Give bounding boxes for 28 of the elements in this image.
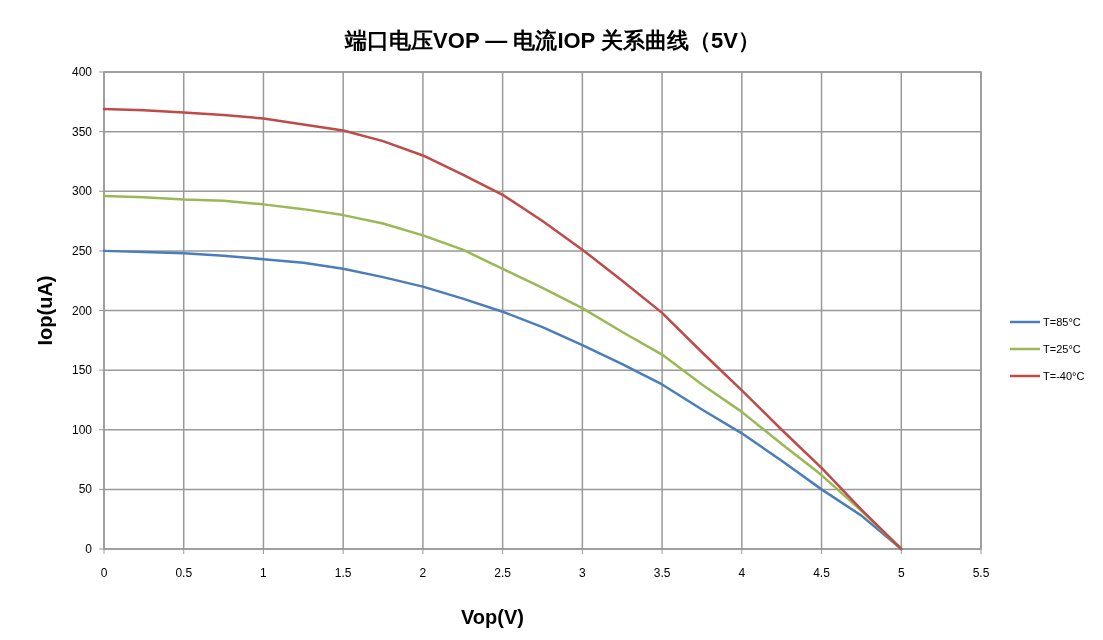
y-tick-label: 50 bbox=[78, 482, 93, 497]
x-tick-label: 2 bbox=[419, 566, 427, 580]
y-tick-label: 100 bbox=[71, 422, 93, 437]
y-tick-label: 200 bbox=[71, 303, 93, 318]
x-tick-label: 0 bbox=[100, 566, 108, 580]
y-tick-label: 150 bbox=[71, 363, 93, 378]
x-tick-label: 3.5 bbox=[653, 566, 671, 580]
x-tick-label: 3 bbox=[579, 566, 587, 580]
x-tick-label: 5.5 bbox=[972, 566, 990, 580]
x-tick-label: 0.5 bbox=[175, 566, 193, 580]
x-axis-title: Vop(V) bbox=[461, 606, 524, 628]
x-tick-label: 5 bbox=[897, 566, 905, 580]
x-tick-label: 4.5 bbox=[813, 566, 831, 580]
y-tick-label: 350 bbox=[71, 124, 93, 139]
legend-label: T=85°C bbox=[1043, 316, 1081, 328]
y-tick-label: 0 bbox=[85, 542, 93, 556]
y-axis-title: Iop(uA) bbox=[34, 275, 56, 346]
legend-label: T=25°C bbox=[1043, 343, 1081, 355]
legend-label: T=-40°C bbox=[1043, 370, 1085, 382]
x-tick-label: 1.5 bbox=[334, 566, 352, 580]
chart-title: 端口电压VOP — 电流IOP 关系曲线（5V） bbox=[344, 28, 760, 53]
x-tick-label: 1 bbox=[260, 566, 268, 580]
line-series bbox=[102, 107, 903, 551]
y-tick-label: 300 bbox=[71, 184, 93, 199]
y-tick-label: 250 bbox=[71, 243, 93, 258]
y-tick-label: 400 bbox=[71, 65, 93, 79]
x-tick-label: 4 bbox=[738, 566, 746, 580]
x-tick-label: 2.5 bbox=[494, 566, 512, 580]
